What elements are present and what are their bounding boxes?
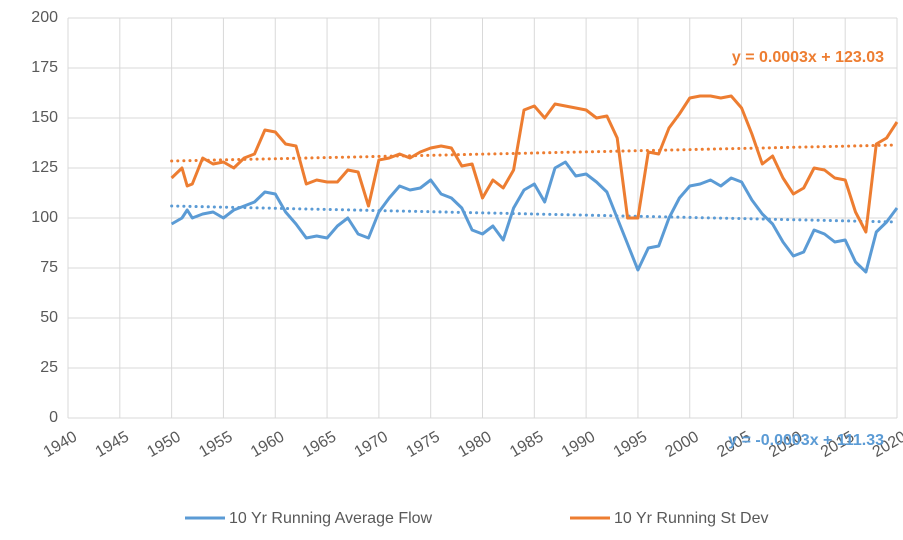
y-tick-label: 175 — [31, 59, 58, 76]
x-tick-label: 1970 — [352, 428, 391, 461]
x-tick-label: 1955 — [196, 428, 235, 461]
x-tick-label: 1980 — [455, 428, 494, 461]
y-tick-label: 125 — [31, 159, 58, 176]
trendline — [170, 204, 899, 224]
x-tick-label: 1975 — [403, 428, 442, 461]
y-tick-label: 50 — [40, 309, 58, 326]
y-tick-label: 100 — [31, 209, 58, 226]
x-tick-label: 1995 — [611, 428, 650, 461]
x-tick-label: 1985 — [507, 428, 546, 461]
x-tick-label: 2000 — [663, 428, 702, 461]
y-tick-label: 150 — [31, 109, 58, 126]
x-tick-label: 1950 — [144, 428, 183, 461]
legend-label: 10 Yr Running St Dev — [614, 510, 768, 527]
legend-label: 10 Yr Running Average Flow — [229, 510, 433, 527]
x-tick-label: 1945 — [93, 428, 132, 461]
y-tick-label: 0 — [49, 409, 58, 426]
x-tick-label: 1990 — [559, 428, 598, 461]
data-line — [170, 94, 899, 234]
y-tick-label: 200 — [31, 9, 58, 26]
x-tick-label: 1960 — [248, 428, 287, 461]
y-tick-label: 25 — [40, 359, 58, 376]
y-tick-label: 75 — [40, 259, 58, 276]
trendline-label: y = 0.0003x + 123.03 — [732, 49, 884, 66]
trendline — [170, 143, 899, 163]
x-tick-label: 1940 — [41, 428, 80, 461]
trendline-label: y = -0.0003x + 111.33 — [728, 432, 884, 449]
data-line — [170, 160, 899, 274]
x-tick-label: 1965 — [300, 428, 339, 461]
